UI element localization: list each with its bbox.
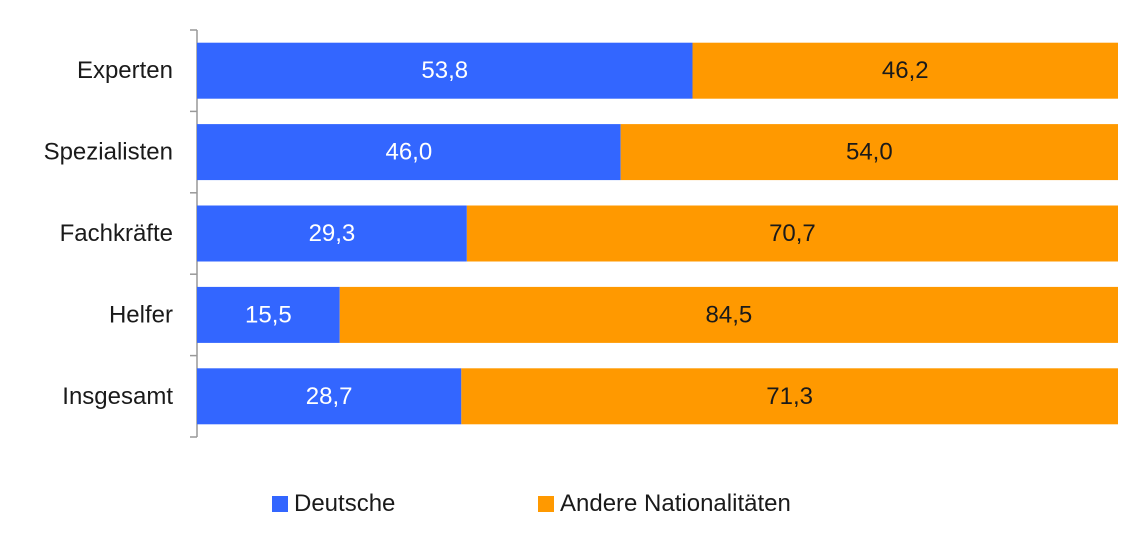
bar-deutsche-spezialisten xyxy=(197,124,621,181)
value-label-andere-nationalitaeten-spezialisten: 54,0 xyxy=(846,139,893,166)
legend-swatch-andere-nationalitaeten xyxy=(538,496,554,512)
category-label-spezialisten: Spezialisten xyxy=(44,139,173,166)
value-label-andere-nationalitaeten-experten: 46,2 xyxy=(882,57,929,84)
category-label-fachkraefte: Fachkräfte xyxy=(60,220,173,247)
legend: Deutsche Andere Nationalitäten xyxy=(0,486,1140,526)
value-label-andere-nationalitaeten-insgesamt: 71,3 xyxy=(766,383,813,410)
legend-label-deutsche: Deutsche xyxy=(294,490,396,517)
value-label-deutsche-spezialisten: 46,0 xyxy=(385,139,432,166)
bar-deutsche-fachkraefte xyxy=(197,205,467,262)
y-axis xyxy=(190,29,198,438)
category-label-helfer: Helfer xyxy=(109,301,173,328)
category-label-experten: Experten xyxy=(77,57,173,84)
bar-andere-nationalitaeten-helfer xyxy=(339,286,1118,343)
bar-deutsche-insgesamt xyxy=(197,368,462,425)
legend-item-deutsche: Deutsche xyxy=(272,486,395,522)
value-label-deutsche-insgesamt: 28,7 xyxy=(306,383,353,410)
value-label-deutsche-helfer: 15,5 xyxy=(245,301,292,328)
bar-deutsche-experten xyxy=(197,42,693,99)
bar-andere-nationalitaeten-fachkraefte xyxy=(466,205,1118,262)
bar-andere-nationalitaeten-spezialisten xyxy=(620,124,1118,181)
bars xyxy=(197,42,1118,425)
bar-deutsche-helfer xyxy=(197,286,340,343)
bar-andere-nationalitaeten-insgesamt xyxy=(461,368,1118,425)
stacked-bar-chart: Experten 53,8 46,2 Spezialisten 46,0 54,0 Fach… xyxy=(44,29,1118,438)
bar-andere-nationalitaeten-experten xyxy=(692,42,1118,99)
value-label-andere-nationalitaeten-fachkraefte: 70,7 xyxy=(769,220,816,247)
legend-label-andere-nationalitaeten: Andere Nationalitäten xyxy=(560,490,791,517)
legend-swatch-deutsche xyxy=(272,496,288,512)
category-label-insgesamt: Insgesamt xyxy=(62,383,173,410)
labels: Experten 53,8 46,2 Spezialisten 46,0 54,0 Fach… xyxy=(44,57,929,410)
legend-item-andere-nationalitaeten: Andere Nationalitäten xyxy=(538,486,791,522)
value-label-deutsche-fachkraefte: 29,3 xyxy=(309,220,356,247)
value-label-andere-nationalitaeten-helfer: 84,5 xyxy=(706,301,753,328)
value-label-deutsche-experten: 53,8 xyxy=(421,57,468,84)
